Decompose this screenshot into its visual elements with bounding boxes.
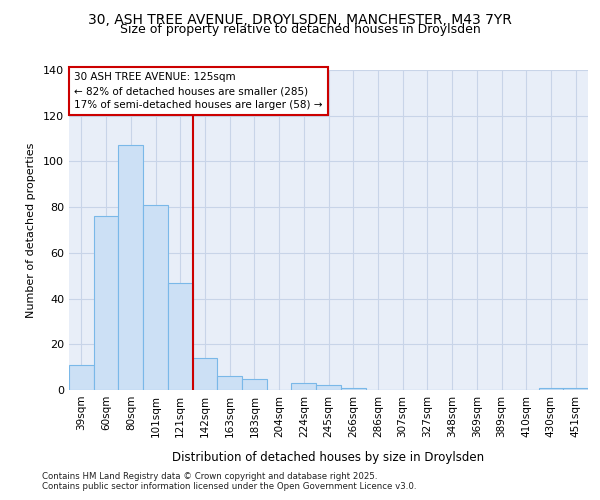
Text: 30 ASH TREE AVENUE: 125sqm
← 82% of detached houses are smaller (285)
17% of sem: 30 ASH TREE AVENUE: 125sqm ← 82% of deta…: [74, 72, 322, 110]
Text: Size of property relative to detached houses in Droylsden: Size of property relative to detached ho…: [119, 24, 481, 36]
Text: Contains public sector information licensed under the Open Government Licence v3: Contains public sector information licen…: [42, 482, 416, 491]
Bar: [94, 216, 118, 390]
X-axis label: Distribution of detached houses by size in Droylsden: Distribution of detached houses by size …: [172, 451, 485, 464]
Bar: [242, 378, 267, 390]
Bar: [292, 383, 316, 390]
Bar: [118, 146, 143, 390]
Text: 30, ASH TREE AVENUE, DROYLSDEN, MANCHESTER, M43 7YR: 30, ASH TREE AVENUE, DROYLSDEN, MANCHEST…: [88, 12, 512, 26]
Bar: [341, 388, 365, 390]
Bar: [143, 205, 168, 390]
Bar: [217, 376, 242, 390]
Text: Contains HM Land Registry data © Crown copyright and database right 2025.: Contains HM Land Registry data © Crown c…: [42, 472, 377, 481]
Bar: [193, 358, 217, 390]
Bar: [316, 386, 341, 390]
Bar: [563, 388, 588, 390]
Y-axis label: Number of detached properties: Number of detached properties: [26, 142, 36, 318]
Bar: [168, 282, 193, 390]
Bar: [69, 365, 94, 390]
Bar: [539, 388, 563, 390]
